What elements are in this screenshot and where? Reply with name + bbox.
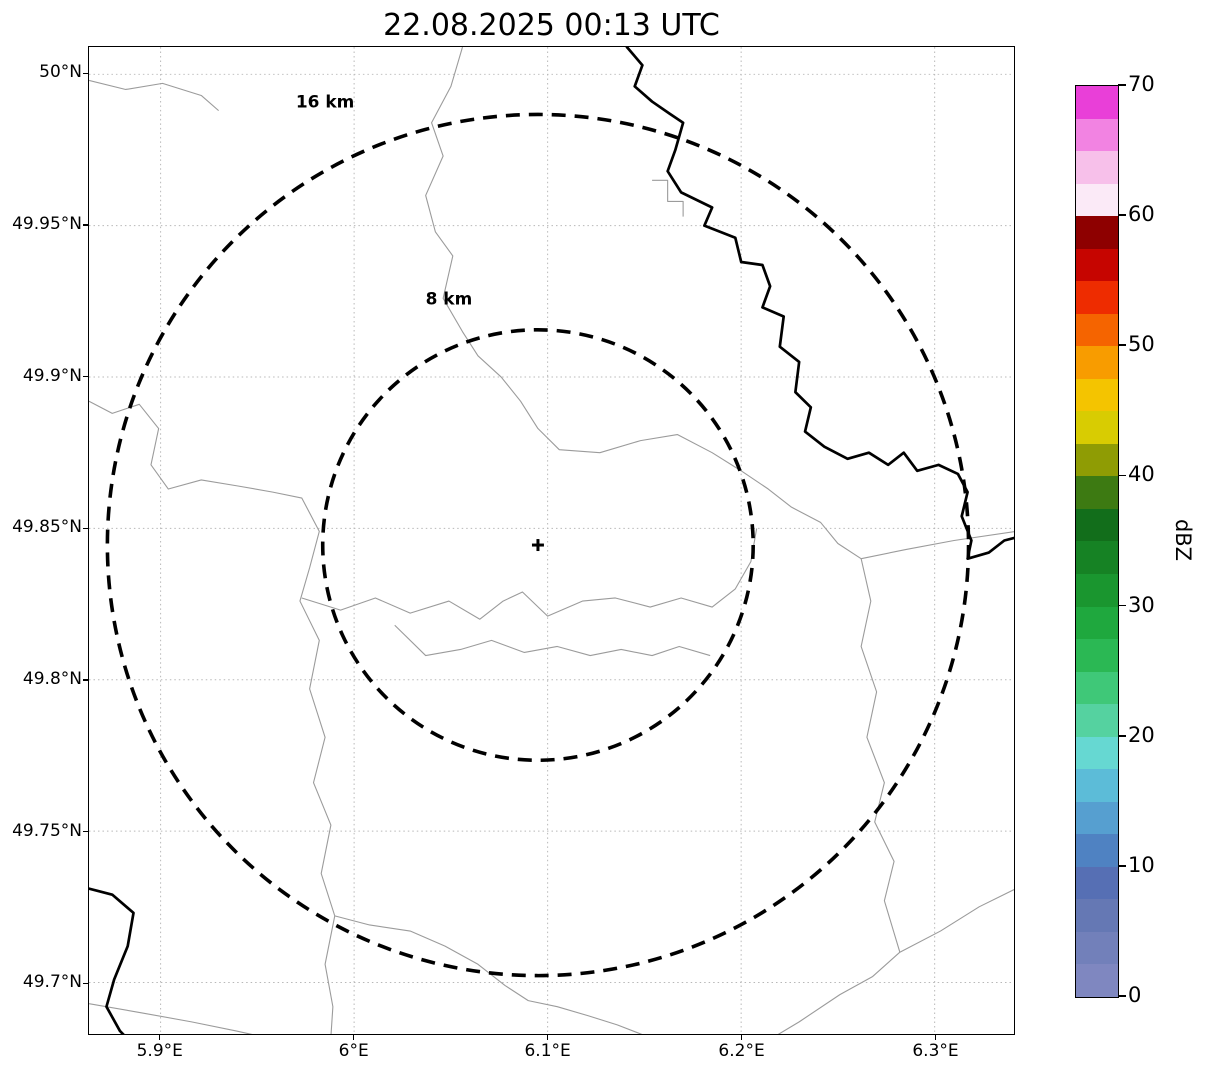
colorbar-tick-mark xyxy=(1118,214,1126,216)
colorbar-segment-40-42.5 xyxy=(1076,443,1118,477)
x-tick-label: 5.9°E xyxy=(136,1041,183,1061)
colorbar-tick-label: 10 xyxy=(1128,852,1155,877)
y-tick-mark xyxy=(83,224,88,226)
x-tick-label: 6°E xyxy=(338,1041,369,1061)
plot-title: 22.08.2025 00:13 UTC xyxy=(383,8,720,43)
colorbar-segment-35-37.5 xyxy=(1076,508,1118,542)
map-canvas: 8 km 16 km xyxy=(89,47,1014,1034)
colorbar-tick-label: 70 xyxy=(1128,72,1155,96)
colorbar-segment-62.5-65 xyxy=(1076,151,1118,184)
colorbar-segment-20-22.5 xyxy=(1076,704,1118,737)
river-line xyxy=(89,887,135,1034)
colorbar xyxy=(1075,85,1119,998)
admin-boundary-line xyxy=(777,888,1014,1034)
admin-boundary-line xyxy=(334,915,643,1034)
colorbar-segment-67.5-70 xyxy=(1076,86,1118,119)
y-tick-mark xyxy=(83,679,88,681)
x-tick-label: 6.3°E xyxy=(912,1041,959,1061)
colorbar-tick-mark xyxy=(1118,865,1126,867)
colorbar-segment-30-32.5 xyxy=(1076,573,1118,607)
admin-boundary-line xyxy=(89,400,336,1034)
admin-boundary-line xyxy=(301,528,758,620)
colorbar-segment-25-27.5 xyxy=(1076,639,1118,672)
river-line xyxy=(625,47,1014,561)
x-tick-mark xyxy=(740,1035,743,1040)
colorbar-tick-label: 60 xyxy=(1128,202,1155,227)
colorbar-segment-47.5-50 xyxy=(1076,346,1118,379)
x-tick-mark xyxy=(546,1035,549,1040)
colorbar-segment-10-12.5 xyxy=(1076,834,1118,867)
colorbar-segment-55-57.5 xyxy=(1076,248,1118,282)
colorbar-tick-mark xyxy=(1118,995,1126,997)
colorbar-tick-label: 20 xyxy=(1128,722,1155,747)
x-tick-mark xyxy=(159,1035,161,1040)
range-ring-16km xyxy=(105,112,971,978)
colorbar-segment-52.5-55 xyxy=(1076,281,1118,314)
admin-boundary-line xyxy=(425,47,1014,560)
y-tick-mark xyxy=(83,527,88,530)
y-tick-label: 50°N xyxy=(39,62,82,83)
admin-boundary-line xyxy=(394,624,711,657)
colorbar-tick-label: 40 xyxy=(1128,462,1155,487)
y-tick-label: 49.85°N xyxy=(12,517,82,538)
range-ring-label-8km: 8 km xyxy=(426,288,473,308)
colorbar-segment-2.5-5 xyxy=(1076,931,1118,965)
y-tick-mark xyxy=(83,831,88,833)
colorbar-segment-0-2.5 xyxy=(1076,964,1118,997)
colorbar-tick-label: 50 xyxy=(1128,332,1155,357)
colorbar-tick-mark xyxy=(1118,84,1126,86)
colorbar-tick-label: 30 xyxy=(1128,592,1155,617)
colorbar-tick-label: 0 xyxy=(1128,983,1142,1007)
colorbar-segment-42.5-45 xyxy=(1076,411,1118,444)
colorbar-segment-65-67.5 xyxy=(1076,118,1118,152)
admin-boundary-line xyxy=(652,179,684,217)
colorbar-segment-27.5-30 xyxy=(1076,606,1118,640)
y-tick-mark xyxy=(83,72,88,74)
x-tick-mark xyxy=(934,1035,937,1040)
colorbar-axis-label: dBZ xyxy=(1171,518,1195,562)
y-tick-label: 49.95°N xyxy=(12,213,82,234)
colorbar-segment-12.5-15 xyxy=(1076,801,1118,835)
y-tick-label: 49.8°N xyxy=(22,669,82,690)
colorbar-segment-57.5-60 xyxy=(1076,216,1118,249)
x-tick-label: 6.2°E xyxy=(718,1041,765,1061)
y-tick-label: 49.7°N xyxy=(22,972,82,993)
y-tick-mark xyxy=(83,982,88,985)
y-tick-label: 49.9°N xyxy=(22,365,82,386)
y-tick-mark xyxy=(83,375,88,378)
map-plot-area: 8 km 16 km xyxy=(88,46,1015,1035)
y-tick-label: 49.75°N xyxy=(12,820,82,841)
colorbar-segment-50-52.5 xyxy=(1076,313,1118,347)
colorbar-segment-17.5-20 xyxy=(1076,736,1118,770)
admin-boundary-line xyxy=(89,79,219,112)
colorbar-tick-mark xyxy=(1118,344,1126,347)
range-ring-8km xyxy=(320,328,755,763)
admin-boundary-line xyxy=(860,558,901,953)
colorbar-segment-45-47.5 xyxy=(1076,378,1118,412)
range-ring-label-16km: 16 km xyxy=(296,92,354,112)
colorbar-segment-5-7.5 xyxy=(1076,899,1118,932)
colorbar-segment-15-17.5 xyxy=(1076,769,1118,802)
x-tick-mark xyxy=(352,1035,355,1040)
colorbar-segment-22.5-25 xyxy=(1076,671,1118,705)
colorbar-segment-32.5-35 xyxy=(1076,541,1118,574)
colorbar-tick-mark xyxy=(1118,474,1126,477)
colorbar-tick-mark xyxy=(1118,604,1126,607)
x-tick-label: 6.1°E xyxy=(524,1041,571,1061)
colorbar-segment-37.5-40 xyxy=(1076,476,1118,509)
colorbar-segment-7.5-10 xyxy=(1076,866,1118,900)
colorbar-tick-mark xyxy=(1118,734,1126,737)
admin-boundary-line xyxy=(89,1003,253,1034)
colorbar-segment-60-62.5 xyxy=(1076,183,1118,217)
